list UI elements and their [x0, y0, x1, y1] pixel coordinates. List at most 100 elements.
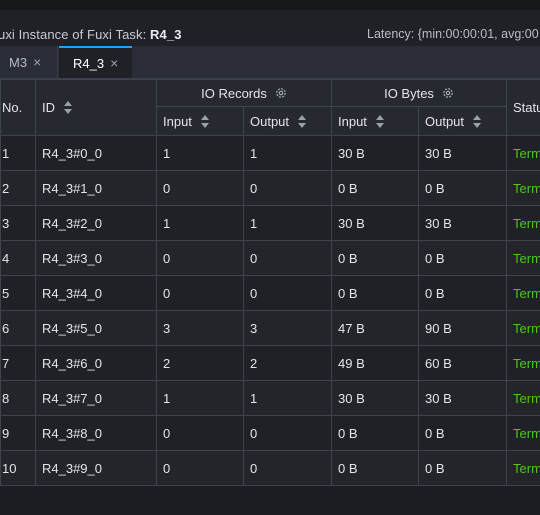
- cell-records-output: 0: [243, 240, 332, 276]
- header-label: Output: [425, 113, 465, 129]
- cell-status: Terminated: [506, 345, 540, 381]
- tab-label: R4_3: [73, 55, 105, 71]
- cell-bytes-output: 0 B: [417, 240, 508, 276]
- cell-id: R4_3#7_0: [35, 380, 157, 416]
- title-separator: :: [142, 27, 147, 42]
- gear-icon[interactable]: [275, 87, 287, 99]
- cell-records-input: 0: [156, 240, 244, 276]
- cell-bytes-output: 30 B: [417, 135, 508, 171]
- column-header-id[interactable]: ID: [35, 79, 157, 136]
- sort-icon[interactable]: [200, 114, 209, 128]
- tab-label: M3: [9, 54, 28, 70]
- cell-bytes-input: 30 B: [331, 135, 419, 171]
- cell-records-input: 0: [156, 170, 244, 206]
- cell-id: R4_3#2_0: [35, 205, 157, 241]
- cell-no: 10: [0, 450, 36, 486]
- sort-icon[interactable]: [375, 114, 384, 128]
- column-header-no[interactable]: No.: [0, 79, 36, 136]
- cell-bytes-input: 0 B: [331, 415, 419, 451]
- title-bar: uxi Instance of Fuxi Task: R4_3 Latency:…: [0, 10, 540, 46]
- cell-records-output: 1: [243, 380, 332, 416]
- title-prefix: uxi Instance of Fuxi Task: [0, 27, 143, 42]
- header-label: IO Bytes: [384, 85, 434, 101]
- cell-id: R4_3#9_0: [35, 450, 157, 486]
- cell-no: 9: [0, 415, 36, 451]
- cell-status: Terminated: [506, 135, 540, 171]
- cell-status: Terminated: [506, 380, 540, 416]
- header-label: Input: [338, 113, 367, 129]
- latency-summary: Latency: {min:00:00:01, avg:00: [367, 27, 539, 41]
- header-label: Status: [513, 100, 540, 115]
- cell-no: 8: [0, 380, 36, 416]
- column-header-records-input[interactable]: Input: [156, 106, 244, 136]
- cell-bytes-output: 0 B: [417, 170, 508, 206]
- cell-status: Terminated: [506, 205, 540, 241]
- cell-bytes-input: 0 B: [331, 450, 419, 486]
- column-header-bytes-output[interactable]: Output: [417, 106, 508, 136]
- cell-status: Terminated: [506, 450, 540, 486]
- cell-records-input: 2: [156, 345, 244, 381]
- cell-id: R4_3#1_0: [35, 170, 157, 206]
- header-label: No.: [2, 100, 23, 115]
- gear-icon[interactable]: [442, 87, 454, 99]
- column-header-records-output[interactable]: Output: [243, 106, 332, 136]
- cell-records-output: 0: [243, 415, 332, 451]
- cell-no: 4: [0, 240, 36, 276]
- tab-m3[interactable]: M3 ×: [0, 46, 58, 78]
- sort-icon[interactable]: [298, 114, 307, 128]
- cell-id: R4_3#6_0: [35, 345, 157, 381]
- cell-bytes-input: 0 B: [331, 170, 419, 206]
- cell-bytes-input: 30 B: [331, 205, 419, 241]
- cell-bytes-output: 30 B: [417, 205, 508, 241]
- cell-records-output: 3: [243, 310, 332, 346]
- cell-bytes-output: 30 B: [417, 380, 508, 416]
- cell-id: R4_3#4_0: [35, 275, 157, 311]
- cell-records-input: 0: [156, 415, 244, 451]
- window-top-strip: [0, 0, 540, 10]
- cell-status: Terminated: [506, 275, 540, 311]
- cell-no: 6: [0, 310, 36, 346]
- cell-id: R4_3#8_0: [35, 415, 157, 451]
- sort-icon[interactable]: [473, 114, 482, 128]
- column-header-status[interactable]: Status: [506, 79, 540, 136]
- cell-records-output: 2: [243, 345, 332, 381]
- cell-bytes-input: 49 B: [331, 345, 419, 381]
- close-icon[interactable]: ×: [33, 54, 42, 70]
- cell-id: R4_3#0_0: [35, 135, 157, 171]
- tab-r4-3[interactable]: R4_3 ×: [59, 46, 132, 78]
- cell-records-input: 0: [156, 450, 244, 486]
- cell-no: 3: [0, 205, 36, 241]
- cell-bytes-output: 60 B: [417, 345, 508, 381]
- header-label: IO Records: [201, 85, 267, 101]
- cell-records-input: 3: [156, 310, 244, 346]
- cell-records-output: 0: [243, 170, 332, 206]
- cell-records-input: 1: [156, 380, 244, 416]
- cell-no: 1: [0, 135, 36, 171]
- cell-no: 5: [0, 275, 36, 311]
- cell-no: 7: [0, 345, 36, 381]
- tab-bar: M3 × R4_3 ×: [0, 46, 540, 79]
- header-label: ID: [42, 100, 55, 115]
- instance-table: No. ID IO Records IO Bytes Status Input …: [0, 79, 540, 486]
- cell-records-input: 0: [156, 275, 244, 311]
- column-header-bytes-input[interactable]: Input: [331, 106, 419, 136]
- cell-bytes-output: 90 B: [417, 310, 508, 346]
- cell-records-output: 1: [243, 135, 332, 171]
- cell-records-input: 1: [156, 205, 244, 241]
- header-label: Input: [163, 113, 192, 129]
- cell-bytes-output: 0 B: [417, 450, 508, 486]
- close-icon[interactable]: ×: [110, 55, 119, 71]
- sort-icon[interactable]: [64, 101, 72, 114]
- cell-status: Terminated: [506, 310, 540, 346]
- column-group-io-bytes: IO Bytes: [330, 79, 508, 107]
